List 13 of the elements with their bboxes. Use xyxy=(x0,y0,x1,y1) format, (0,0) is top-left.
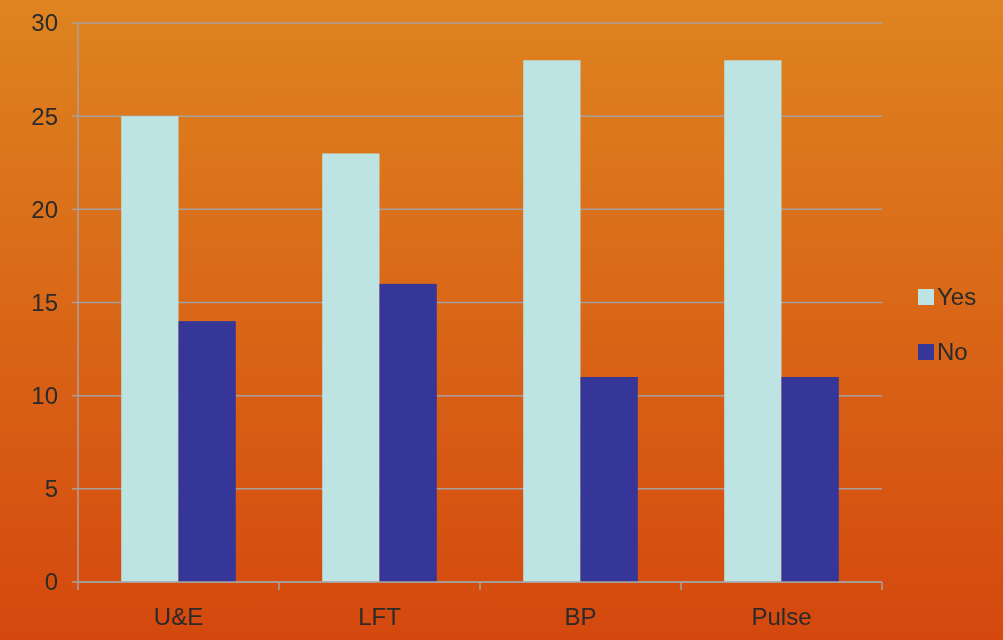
y-tick-label: 0 xyxy=(44,568,58,596)
y-tick-label: 5 xyxy=(44,475,58,503)
x-tick-label: Pulse xyxy=(751,603,812,630)
legend-label: Yes xyxy=(937,283,977,311)
x-tick-label: BP xyxy=(564,603,597,630)
y-tick-label: 10 xyxy=(31,382,58,410)
y-tick-label: 30 xyxy=(31,9,58,37)
y-tick-label: 15 xyxy=(31,288,58,316)
y-tick-label: 20 xyxy=(31,195,58,223)
y-tick-label: 25 xyxy=(31,102,58,130)
legend-label: No xyxy=(937,338,968,366)
x-tick-label: U&E xyxy=(153,603,204,630)
x-tick-label: LFT xyxy=(358,603,402,630)
